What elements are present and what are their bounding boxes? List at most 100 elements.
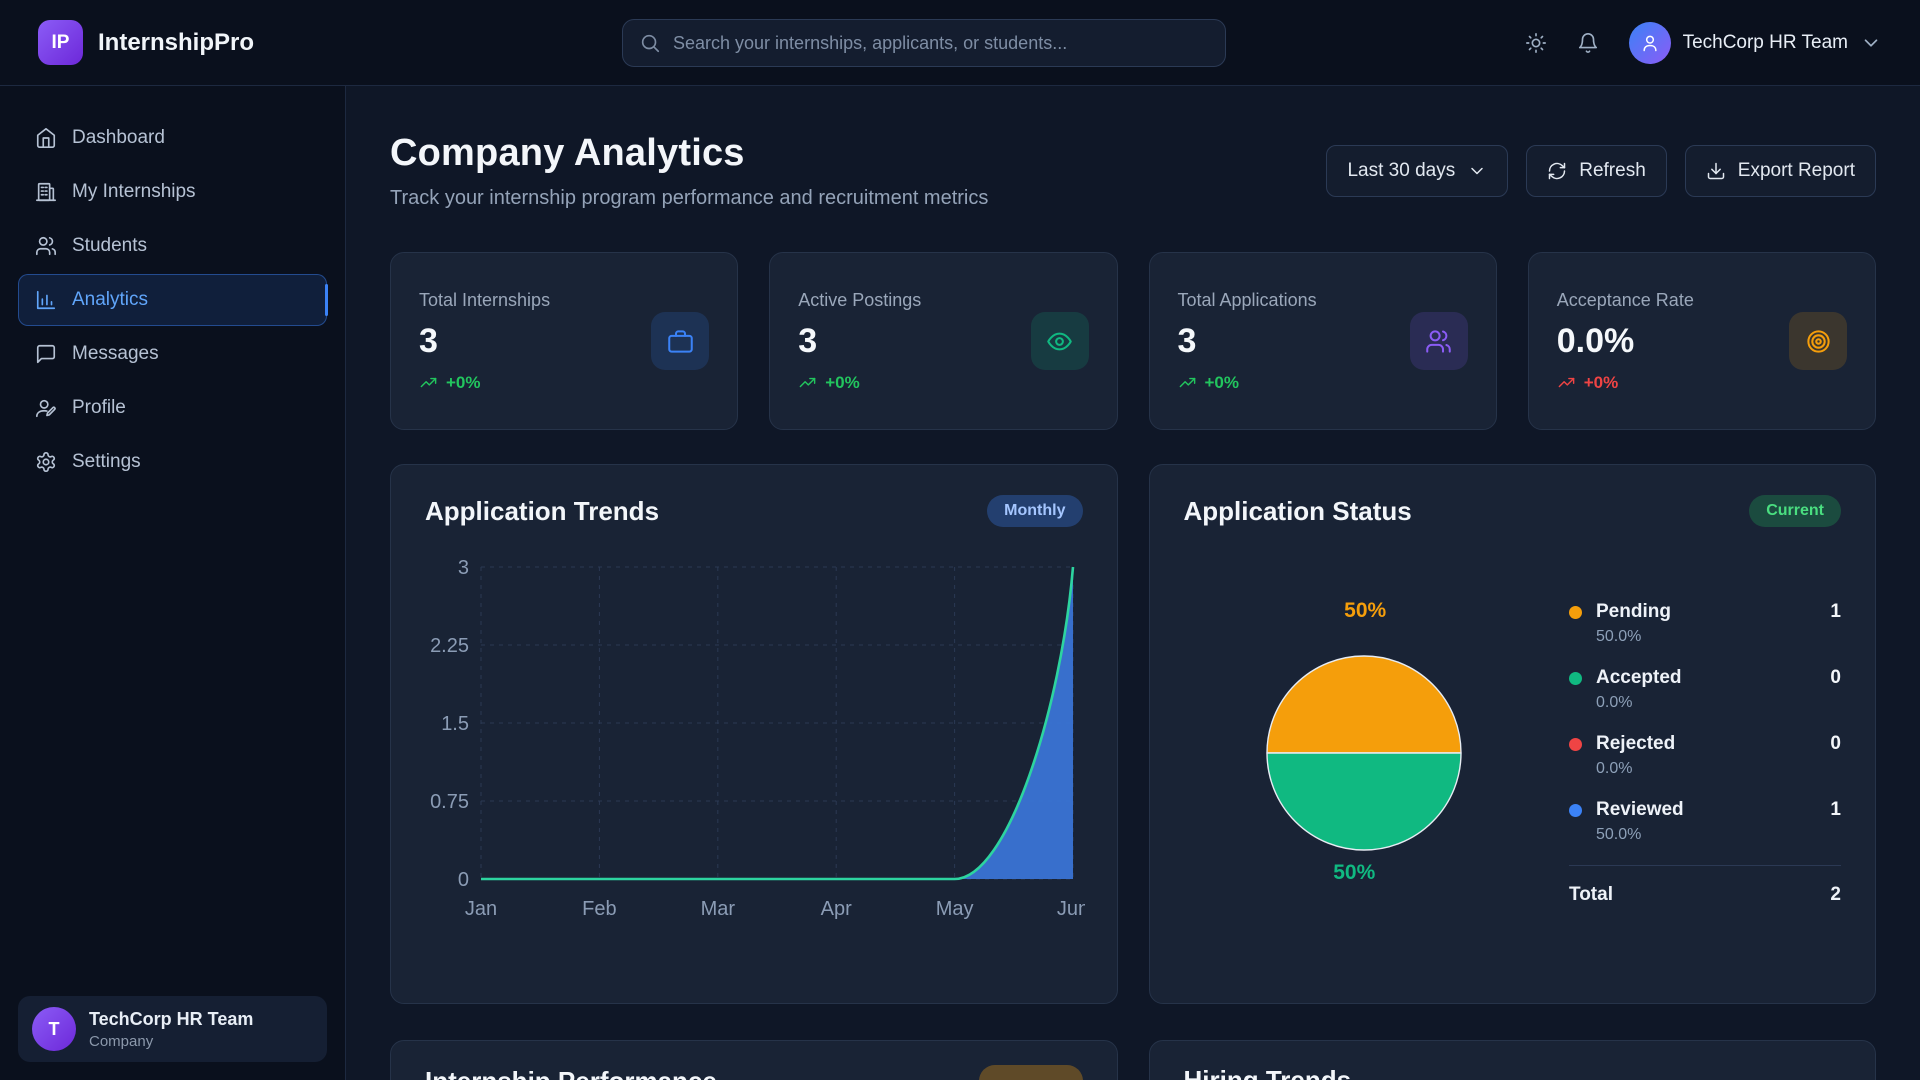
legend-color-dot: [1569, 737, 1582, 751]
search-input[interactable]: [673, 32, 1209, 54]
header-controls: Last 30 days Refresh Export Report: [1326, 145, 1876, 197]
avatar: T: [32, 1007, 76, 1051]
sidebar-item-label: My Internships: [72, 181, 196, 202]
legend-color-dot: [1569, 605, 1582, 619]
card-badge: [978, 1065, 1083, 1080]
card-title: Application Trends: [425, 495, 660, 526]
legend-item-rejected: Rejected 0.0% 0: [1569, 733, 1841, 778]
legend-color-dot: [1569, 671, 1582, 685]
download-icon: [1707, 162, 1725, 180]
legend-item-accepted: Accepted 0.0% 0: [1569, 667, 1841, 712]
hiring-trends-card: Hiring Trends: [1148, 1040, 1876, 1080]
stat-label: Total Internships: [419, 289, 551, 310]
legend-item-reviewed: Reviewed 50.0% 1: [1569, 799, 1841, 844]
user-avatar: [1628, 21, 1671, 64]
sidebar-item-messages[interactable]: Messages: [18, 328, 327, 380]
stat-card-active-postings: Active Postings 3 +0%: [769, 252, 1118, 430]
current-badge: Current: [1749, 495, 1841, 527]
stat-label: Total Applications: [1177, 289, 1317, 310]
sidebar-item-students[interactable]: Students: [18, 220, 327, 272]
date-range-select[interactable]: Last 30 days: [1326, 145, 1509, 197]
sidebar-item-label: Messages: [72, 343, 159, 364]
stat-card-total-applications: Total Applications 3 +0%: [1148, 252, 1497, 430]
card-title: Application Status: [1183, 495, 1412, 526]
pie-callout-bottom: 50%: [1333, 861, 1376, 884]
main-content: Company Analytics Track your internship …: [346, 86, 1920, 1080]
internship-performance-card: Internship Performance: [390, 1040, 1118, 1080]
legend-color-dot: [1569, 803, 1582, 817]
status-pie-area: 50% 50%: [1184, 533, 1544, 973]
sun-icon: [1525, 32, 1546, 53]
sidebar-item-label: Profile: [72, 397, 126, 418]
bar-chart-icon: [36, 290, 56, 310]
search-bar[interactable]: [622, 19, 1226, 67]
target-icon: [1789, 312, 1847, 370]
stat-card-acceptance-rate: Acceptance Rate 0.0% +0%: [1527, 252, 1876, 430]
stat-delta: +0%: [798, 373, 921, 393]
stat-card-total-internships: Total Internships 3 +0%: [390, 252, 739, 430]
sidebar-nav: Dashboard My Internships Students Analyt…: [18, 112, 328, 490]
stats-row: Total Internships 3 +0% Active Postings …: [390, 252, 1876, 430]
application-status-card: Application Status Current 50% 50% Pendi…: [1148, 464, 1876, 1004]
stat-label: Acceptance Rate: [1556, 289, 1694, 310]
svg-text:2.25: 2.25: [430, 635, 469, 657]
svg-text:Jun: Jun: [1057, 898, 1085, 920]
sidebar: Dashboard My Internships Students Analyt…: [0, 86, 346, 1080]
trending-up-icon: [420, 377, 437, 388]
sidebar-item-label: Dashboard: [72, 127, 165, 148]
pie-callout-top: 50%: [1344, 599, 1387, 622]
monthly-badge: Monthly: [987, 495, 1083, 527]
refresh-button[interactable]: Refresh: [1526, 145, 1667, 197]
eye-icon: [1030, 312, 1089, 370]
svg-text:Apr: Apr: [821, 898, 852, 920]
notifications-button[interactable]: [1571, 26, 1605, 60]
sidebar-item-dashboard[interactable]: Dashboard: [18, 112, 327, 164]
svg-text:Jan: Jan: [465, 898, 497, 920]
trending-up-icon: [1558, 377, 1575, 388]
page-subtitle: Track your internship program performanc…: [390, 187, 989, 209]
bell-icon: [1578, 32, 1597, 53]
search-icon: [641, 34, 660, 53]
chevron-down-icon: [1864, 38, 1878, 47]
svg-text:1.5: 1.5: [441, 713, 469, 735]
topbar: IP InternshipPro TechCorp HR Team: [0, 0, 1920, 86]
refresh-label: Refresh: [1579, 160, 1646, 181]
users-icon: [1409, 312, 1468, 370]
home-icon: [36, 128, 56, 148]
app-logo: IP: [38, 20, 83, 65]
stat-value: 0.0%: [1556, 321, 1635, 360]
status-legend: Pending 50.0% 1 Accepted 0.0% 0: [1569, 601, 1841, 906]
bottom-cards-row: Internship Performance Hiring Trends: [390, 1040, 1876, 1080]
stat-delta: +0%: [1557, 373, 1694, 393]
stat-label: Active Postings: [798, 289, 922, 310]
card-title: Internship Performance: [425, 1066, 717, 1080]
export-report-button[interactable]: Export Report: [1684, 145, 1876, 197]
svg-text:0.75: 0.75: [430, 791, 469, 813]
theme-toggle-button[interactable]: [1519, 26, 1553, 60]
page-header: Company Analytics Track your internship …: [390, 132, 1876, 210]
stat-value: 3: [1177, 321, 1197, 360]
svg-text:3: 3: [458, 557, 469, 579]
charts-row: Application Trends Monthly 0 0.75 1.5 2.25 3…: [390, 464, 1876, 1004]
trends-area-chart: 0 0.75 1.5 2.25 3 Jan Feb Mar Apr May Jun: [430, 557, 1089, 920]
legend-item-pending: Pending 50.0% 1: [1569, 601, 1841, 646]
card-title: Hiring Trends: [1183, 1065, 1352, 1080]
sidebar-item-my-internships[interactable]: My Internships: [18, 166, 327, 218]
sidebar-item-settings[interactable]: Settings: [18, 436, 327, 488]
user-menu[interactable]: TechCorp HR Team: [1628, 21, 1882, 64]
svg-text:0: 0: [458, 869, 469, 891]
trending-up-icon: [799, 377, 816, 388]
user-icon: [1642, 35, 1657, 51]
sidebar-user-name: TechCorp HR Team: [89, 1008, 254, 1029]
sidebar-item-profile[interactable]: Profile: [18, 382, 327, 434]
sidebar-item-label: Analytics: [72, 289, 149, 310]
page-title: Company Analytics: [390, 132, 745, 174]
sidebar-item-analytics[interactable]: Analytics: [18, 274, 328, 326]
refresh-icon: [1548, 162, 1566, 180]
sidebar-item-label: Settings: [72, 451, 141, 472]
export-label: Export Report: [1737, 160, 1855, 181]
trending-up-icon: [1179, 377, 1195, 388]
legend-total: Total 2: [1569, 864, 1841, 906]
sidebar-user-card[interactable]: T TechCorp HR Team Company: [18, 996, 327, 1062]
users-icon: [36, 236, 56, 256]
